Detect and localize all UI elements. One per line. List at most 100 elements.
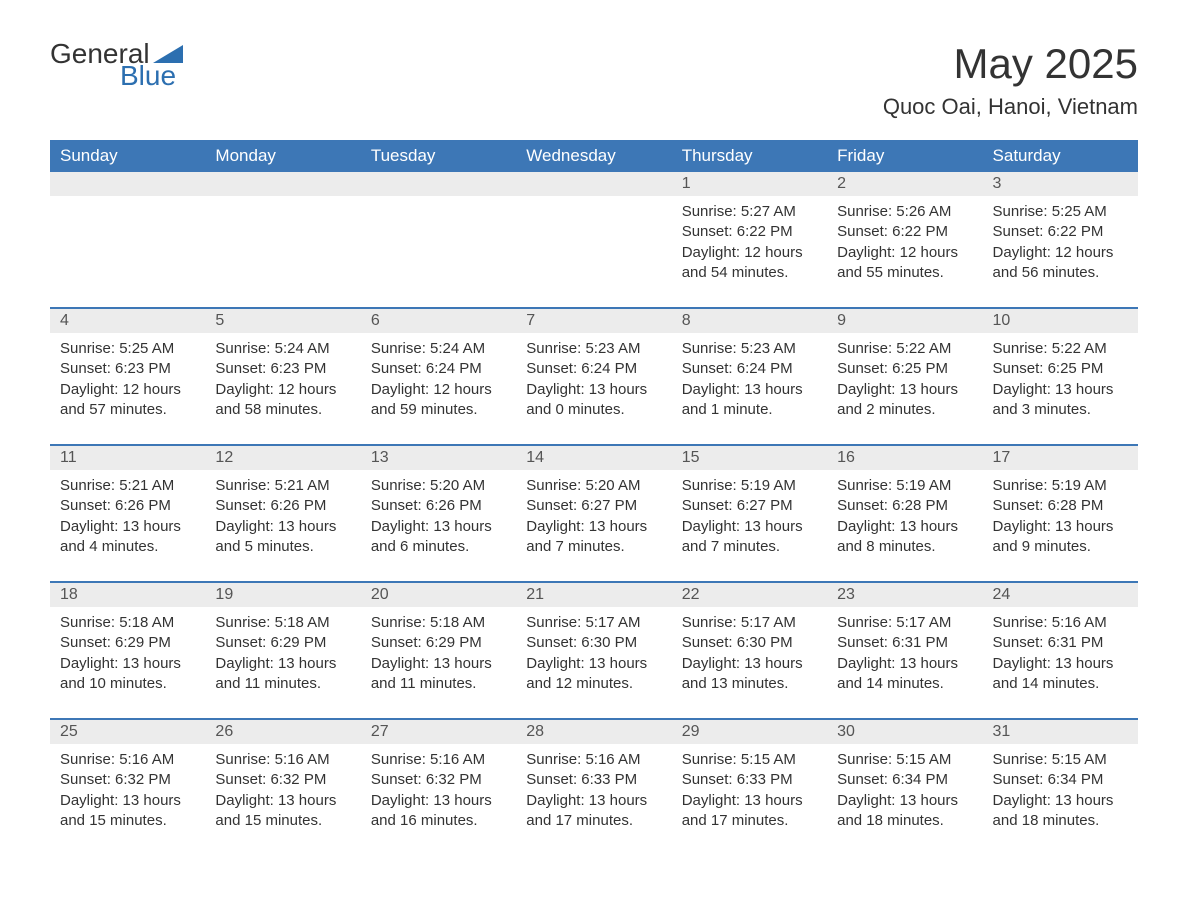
sunset-text: Sunset: 6:24 PM: [526, 359, 661, 379]
daylight-text: Daylight: 12 hours and 54 minutes.: [682, 243, 817, 284]
day-cell: 6Sunrise: 5:24 AMSunset: 6:24 PMDaylight…: [361, 308, 516, 445]
day-body: Sunrise: 5:17 AMSunset: 6:31 PMDaylight:…: [827, 607, 982, 718]
day-of-week-header-row: Sunday Monday Tuesday Wednesday Thursday…: [50, 140, 1138, 172]
sunset-text: Sunset: 6:25 PM: [837, 359, 972, 379]
day-number: [205, 172, 360, 196]
sunrise-text: Sunrise: 5:21 AM: [215, 476, 350, 496]
sunset-text: Sunset: 6:26 PM: [371, 496, 506, 516]
sunset-text: Sunset: 6:28 PM: [837, 496, 972, 516]
day-body: Sunrise: 5:16 AMSunset: 6:32 PMDaylight:…: [361, 744, 516, 855]
daylight-text: Daylight: 13 hours and 7 minutes.: [526, 517, 661, 558]
sunset-text: Sunset: 6:22 PM: [993, 222, 1128, 242]
week-row: 25Sunrise: 5:16 AMSunset: 6:32 PMDayligh…: [50, 719, 1138, 855]
sunset-text: Sunset: 6:22 PM: [837, 222, 972, 242]
daylight-text: Daylight: 13 hours and 9 minutes.: [993, 517, 1128, 558]
daylight-text: Daylight: 12 hours and 57 minutes.: [60, 380, 195, 421]
day-cell: 8Sunrise: 5:23 AMSunset: 6:24 PMDaylight…: [672, 308, 827, 445]
day-body: Sunrise: 5:18 AMSunset: 6:29 PMDaylight:…: [361, 607, 516, 718]
daylight-text: Daylight: 13 hours and 3 minutes.: [993, 380, 1128, 421]
sunset-text: Sunset: 6:31 PM: [837, 633, 972, 653]
day-number: 11: [50, 446, 205, 470]
day-body: Sunrise: 5:16 AMSunset: 6:32 PMDaylight:…: [205, 744, 360, 855]
sunset-text: Sunset: 6:29 PM: [215, 633, 350, 653]
day-number: 1: [672, 172, 827, 196]
day-number: 2: [827, 172, 982, 196]
sunset-text: Sunset: 6:24 PM: [682, 359, 817, 379]
daylight-text: Daylight: 13 hours and 6 minutes.: [371, 517, 506, 558]
day-body: [50, 196, 205, 296]
day-body: Sunrise: 5:15 AMSunset: 6:34 PMDaylight:…: [827, 744, 982, 855]
day-number: 12: [205, 446, 360, 470]
day-number: 9: [827, 309, 982, 333]
sunrise-text: Sunrise: 5:17 AM: [837, 613, 972, 633]
day-cell: 24Sunrise: 5:16 AMSunset: 6:31 PMDayligh…: [983, 582, 1138, 719]
daylight-text: Daylight: 13 hours and 17 minutes.: [526, 791, 661, 832]
day-body: Sunrise: 5:16 AMSunset: 6:31 PMDaylight:…: [983, 607, 1138, 718]
day-number: 23: [827, 583, 982, 607]
daylight-text: Daylight: 13 hours and 15 minutes.: [60, 791, 195, 832]
day-body: Sunrise: 5:19 AMSunset: 6:28 PMDaylight:…: [827, 470, 982, 581]
daylight-text: Daylight: 13 hours and 2 minutes.: [837, 380, 972, 421]
day-cell: 22Sunrise: 5:17 AMSunset: 6:30 PMDayligh…: [672, 582, 827, 719]
daylight-text: Daylight: 13 hours and 11 minutes.: [215, 654, 350, 695]
sunrise-text: Sunrise: 5:24 AM: [371, 339, 506, 359]
day-number: 6: [361, 309, 516, 333]
sunset-text: Sunset: 6:34 PM: [993, 770, 1128, 790]
sunrise-text: Sunrise: 5:16 AM: [526, 750, 661, 770]
day-cell: 3 Sunrise: 5:25 AMSunset: 6:22 PMDaylight…: [983, 172, 1138, 308]
sunrise-text: Sunrise: 5:19 AM: [837, 476, 972, 496]
day-cell: 7Sunrise: 5:23 AMSunset: 6:24 PMDaylight…: [516, 308, 671, 445]
sunrise-text: Sunrise: 5:25 AM: [993, 202, 1128, 222]
daylight-text: Daylight: 13 hours and 5 minutes.: [215, 517, 350, 558]
day-cell: 28Sunrise: 5:16 AMSunset: 6:33 PMDayligh…: [516, 719, 671, 855]
day-body: Sunrise: 5:24 AMSunset: 6:24 PMDaylight:…: [361, 333, 516, 444]
day-body: Sunrise: 5:23 AMSunset: 6:24 PMDaylight:…: [672, 333, 827, 444]
day-number: 3: [983, 172, 1138, 196]
sunrise-text: Sunrise: 5:27 AM: [682, 202, 817, 222]
calendar-body: 1Sunrise: 5:27 AMSunset: 6:22 PMDaylight…: [50, 172, 1138, 855]
day-number: 26: [205, 720, 360, 744]
day-number: 5: [205, 309, 360, 333]
daylight-text: Daylight: 13 hours and 14 minutes.: [837, 654, 972, 695]
daylight-text: Daylight: 12 hours and 56 minutes.: [993, 243, 1128, 284]
daylight-text: Daylight: 13 hours and 16 minutes.: [371, 791, 506, 832]
sunrise-text: Sunrise: 5:15 AM: [837, 750, 972, 770]
dow-wednesday: Wednesday: [516, 140, 671, 172]
sunset-text: Sunset: 6:23 PM: [215, 359, 350, 379]
day-cell: 13Sunrise: 5:20 AMSunset: 6:26 PMDayligh…: [361, 445, 516, 582]
logo: General Blue: [50, 40, 183, 90]
day-number: 19: [205, 583, 360, 607]
day-body: Sunrise: 5:24 AMSunset: 6:23 PMDaylight:…: [205, 333, 360, 444]
day-cell: 10Sunrise: 5:22 AMSunset: 6:25 PMDayligh…: [983, 308, 1138, 445]
day-body: Sunrise: 5:19 AMSunset: 6:27 PMDaylight:…: [672, 470, 827, 581]
sunset-text: Sunset: 6:28 PM: [993, 496, 1128, 516]
day-number: 24: [983, 583, 1138, 607]
day-cell: 31Sunrise: 5:15 AMSunset: 6:34 PMDayligh…: [983, 719, 1138, 855]
sunrise-text: Sunrise: 5:18 AM: [60, 613, 195, 633]
header: General Blue May 2025 Quoc Oai, Hanoi, V…: [50, 40, 1138, 120]
day-cell: 29Sunrise: 5:15 AMSunset: 6:33 PMDayligh…: [672, 719, 827, 855]
day-body: Sunrise: 5:16 AMSunset: 6:33 PMDaylight:…: [516, 744, 671, 855]
day-body: Sunrise: 5:22 AMSunset: 6:25 PMDaylight:…: [983, 333, 1138, 444]
dow-sunday: Sunday: [50, 140, 205, 172]
day-body: Sunrise: 5:25 AMSunset: 6:23 PMDaylight:…: [50, 333, 205, 444]
sunrise-text: Sunrise: 5:18 AM: [371, 613, 506, 633]
day-cell: 5Sunrise: 5:24 AMSunset: 6:23 PMDaylight…: [205, 308, 360, 445]
daylight-text: Daylight: 13 hours and 11 minutes.: [371, 654, 506, 695]
daylight-text: Daylight: 13 hours and 4 minutes.: [60, 517, 195, 558]
day-cell: 23Sunrise: 5:17 AMSunset: 6:31 PMDayligh…: [827, 582, 982, 719]
day-cell: 12Sunrise: 5:21 AMSunset: 6:26 PMDayligh…: [205, 445, 360, 582]
dow-tuesday: Tuesday: [361, 140, 516, 172]
day-body: Sunrise: 5:18 AMSunset: 6:29 PMDaylight:…: [50, 607, 205, 718]
day-cell: 18Sunrise: 5:18 AMSunset: 6:29 PMDayligh…: [50, 582, 205, 719]
daylight-text: Daylight: 13 hours and 13 minutes.: [682, 654, 817, 695]
day-cell: 21Sunrise: 5:17 AMSunset: 6:30 PMDayligh…: [516, 582, 671, 719]
sunset-text: Sunset: 6:29 PM: [371, 633, 506, 653]
day-number: 22: [672, 583, 827, 607]
sunrise-text: Sunrise: 5:20 AM: [371, 476, 506, 496]
day-number: [50, 172, 205, 196]
sunrise-text: Sunrise: 5:17 AM: [526, 613, 661, 633]
sunset-text: Sunset: 6:29 PM: [60, 633, 195, 653]
day-cell: 16Sunrise: 5:19 AMSunset: 6:28 PMDayligh…: [827, 445, 982, 582]
day-cell: 25Sunrise: 5:16 AMSunset: 6:32 PMDayligh…: [50, 719, 205, 855]
